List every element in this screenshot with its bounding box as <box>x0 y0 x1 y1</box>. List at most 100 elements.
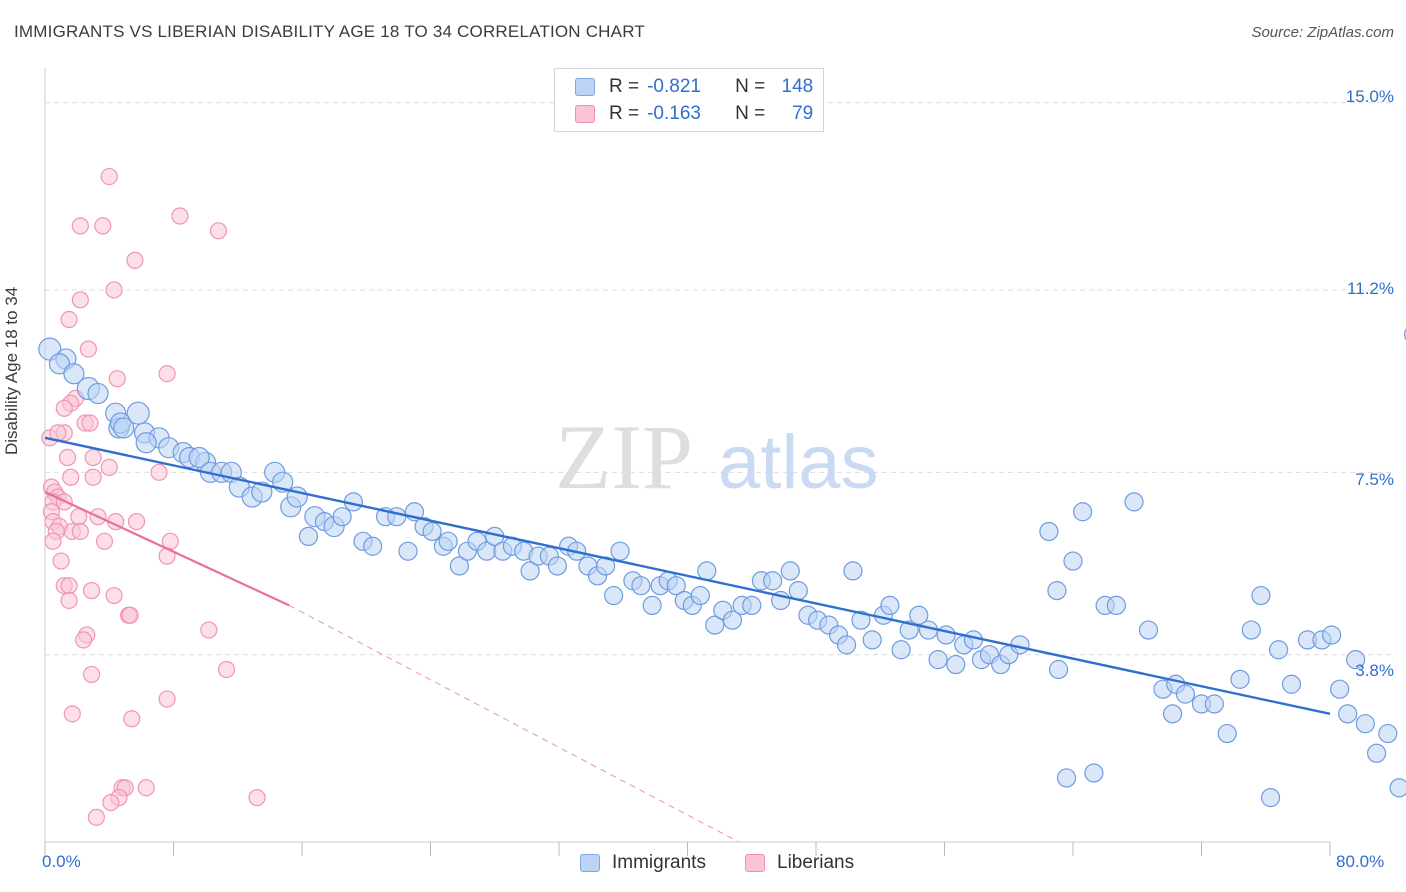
immigrants-point <box>836 635 857 655</box>
immigrants-point <box>398 541 418 561</box>
axes <box>44 68 1331 856</box>
immigrants-point <box>1063 551 1083 571</box>
legend-immigrants-label: Immigrants <box>612 852 706 873</box>
immigrants-point <box>48 353 71 375</box>
immigrants-point <box>862 630 882 650</box>
immigrants-points <box>38 328 1406 808</box>
liberians-point <box>105 281 123 299</box>
immigrants-point <box>1230 669 1250 689</box>
immigrants-point <box>449 556 470 576</box>
immigrants-point <box>1047 581 1067 601</box>
liberians-point <box>121 606 139 624</box>
liberians-point <box>126 251 144 269</box>
r-label: R = <box>609 76 640 97</box>
liberians-point <box>217 660 236 679</box>
legend-liberians[interactable]: Liberians <box>745 852 854 874</box>
liberians-point <box>82 582 101 600</box>
immigrants-point <box>722 610 743 630</box>
immigrants-point <box>387 507 407 527</box>
immigrants-point <box>880 595 900 616</box>
y-tick-label: 15.0% <box>1345 87 1394 106</box>
immigrants-point <box>936 625 956 645</box>
liberians-point <box>100 167 118 186</box>
immigrants-point <box>1217 723 1237 744</box>
r-label: R = <box>609 103 640 124</box>
immigrants-point <box>788 581 808 601</box>
liberians-point <box>71 217 89 235</box>
immigrants-point <box>742 595 762 616</box>
immigrants-point <box>63 363 85 385</box>
liberians-point <box>158 365 176 383</box>
liberians-point <box>127 513 146 531</box>
correlation-legend: R = -0.821 N = 148 R = -0.163 N = 79 <box>554 68 824 132</box>
liberians-swatch <box>745 854 765 872</box>
liberians-point <box>209 222 228 240</box>
immigrants-point <box>1260 788 1281 808</box>
immigrants-point <box>1056 768 1077 788</box>
liberians-point <box>123 710 141 728</box>
n-label: N = <box>735 76 766 97</box>
x-tick-label-max: 80.0% <box>1336 852 1385 871</box>
liberians-point <box>62 468 80 486</box>
immigrants-swatch <box>575 78 595 96</box>
watermark: ZIP atlas <box>555 406 879 508</box>
immigrants-point <box>631 576 651 596</box>
legend-row-liberians: R = -0.163 N = 79 <box>575 101 813 127</box>
immigrants-point <box>1204 694 1224 714</box>
immigrants-point <box>1162 704 1183 724</box>
liberians-point <box>137 779 155 797</box>
liberians-point <box>63 705 81 723</box>
liberians-point <box>58 448 77 467</box>
source-label: Source: ZipAtlas.com <box>1251 24 1394 41</box>
liberians-point <box>94 217 112 235</box>
immigrants-point <box>1084 763 1104 783</box>
immigrants-point <box>1338 704 1358 724</box>
immigrants-point <box>1281 674 1302 694</box>
legend-immigrants[interactable]: Immigrants <box>580 852 706 874</box>
immigrants-point <box>113 417 135 439</box>
immigrants-point <box>763 571 783 591</box>
immigrants-point <box>1355 714 1375 734</box>
liberians-point <box>52 552 70 570</box>
legend-row-immigrants: R = -0.821 N = 148 <box>575 74 813 100</box>
immigrants-point <box>610 541 630 561</box>
liberians-point <box>108 370 126 388</box>
immigrants-point <box>1389 778 1406 798</box>
legend-liberians-label: Liberians <box>777 852 855 873</box>
r-value: -0.821 <box>647 76 701 97</box>
immigrants-swatch <box>580 854 600 872</box>
immigrants-point <box>697 561 717 581</box>
liberians-point <box>71 522 89 541</box>
liberians-point <box>150 463 168 481</box>
n-value: 148 <box>781 76 814 97</box>
immigrants-point <box>298 526 319 547</box>
immigrants-trend-line <box>44 436 1331 716</box>
immigrants-point <box>1378 723 1398 744</box>
liberians-point <box>200 621 218 639</box>
liberians-points <box>41 167 266 826</box>
immigrants-point <box>332 507 352 527</box>
immigrants-point <box>188 446 210 469</box>
immigrants-point <box>705 615 725 635</box>
immigrants-point <box>126 401 150 425</box>
liberians-point <box>248 789 266 807</box>
immigrants-point <box>1330 679 1350 699</box>
immigrants-point <box>1268 640 1289 660</box>
immigrants-point <box>1346 650 1366 670</box>
liberians-point <box>55 399 73 417</box>
liberians-point <box>84 448 102 467</box>
immigrants-point <box>422 521 442 542</box>
n-label: N = <box>735 103 766 124</box>
immigrants-point <box>780 561 800 581</box>
chart-title: IMMIGRANTS VS LIBERIAN DISABILITY AGE 18… <box>14 22 645 41</box>
immigrants-point <box>690 585 710 606</box>
liberians-point <box>71 291 89 309</box>
immigrants-point <box>87 382 109 405</box>
trend-lines <box>44 436 1331 843</box>
liberians-point <box>158 690 176 708</box>
liberians-point <box>171 207 189 225</box>
immigrants-point <box>843 561 863 581</box>
liberians-point <box>44 532 62 550</box>
immigrants-point <box>909 605 929 625</box>
immigrants-point <box>1138 620 1159 640</box>
